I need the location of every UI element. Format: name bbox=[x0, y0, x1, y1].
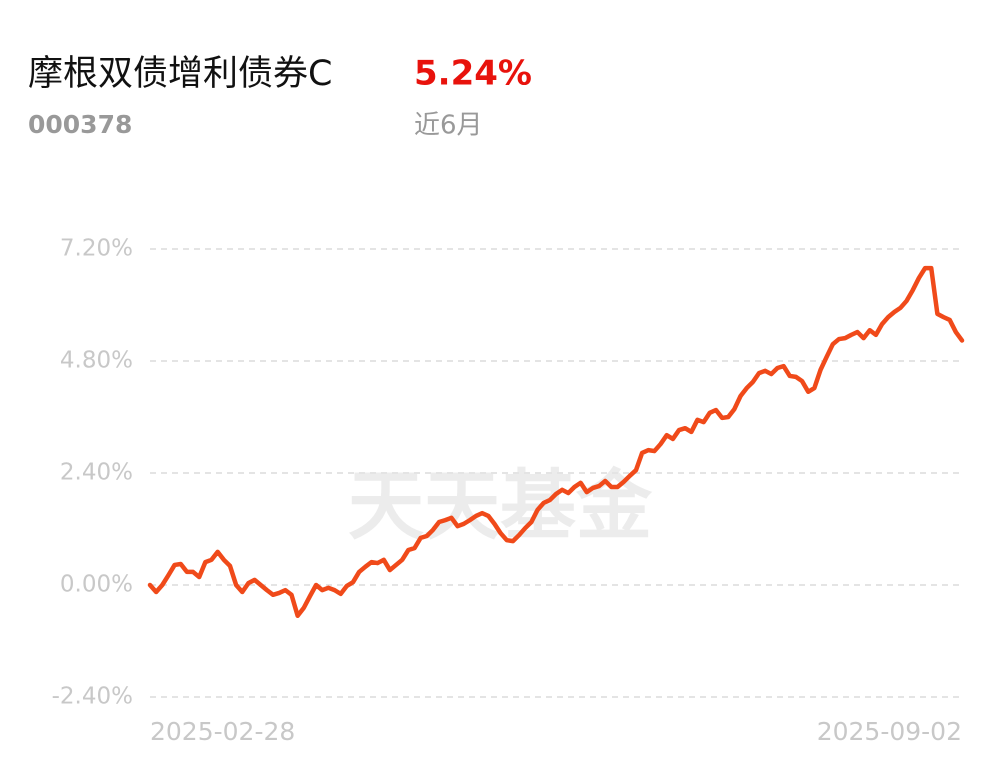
line-series bbox=[147, 265, 965, 619]
x-tick-label: 2025-09-02 bbox=[817, 717, 962, 746]
x-tick-label: 2025-02-28 bbox=[150, 717, 295, 746]
y-tick-label: 0.00% bbox=[60, 572, 133, 598]
fund-code: 000378 bbox=[28, 110, 132, 139]
return-value: 5.24% bbox=[414, 54, 532, 94]
y-tick-label: -2.40% bbox=[52, 684, 133, 710]
y-tick-label: 7.20% bbox=[60, 236, 133, 262]
watermark: 天天基金 bbox=[348, 461, 653, 550]
fund-name: 摩根双债增利债券C bbox=[28, 54, 332, 94]
period-label: 近6月 bbox=[414, 111, 483, 141]
y-tick-label: 2.40% bbox=[60, 460, 133, 486]
y-tick-label: 4.80% bbox=[60, 348, 133, 374]
